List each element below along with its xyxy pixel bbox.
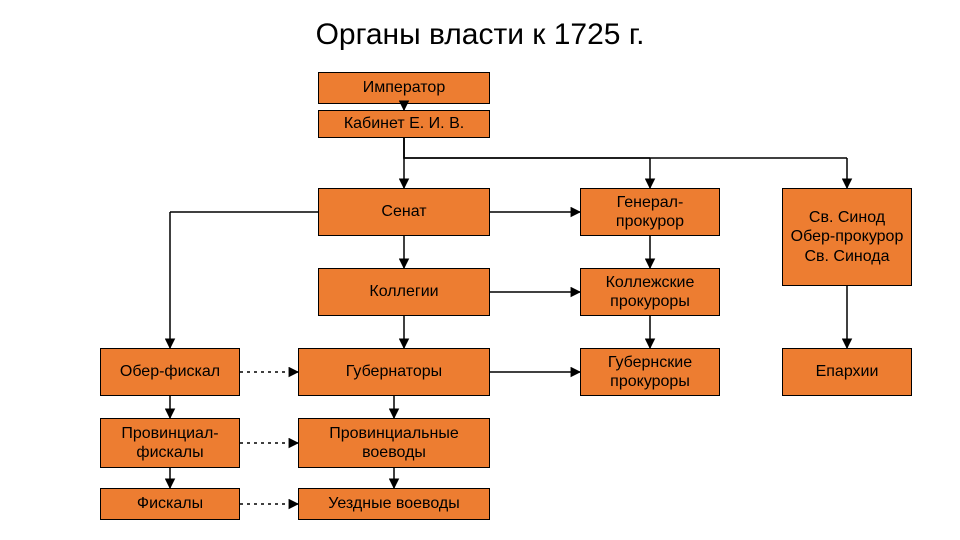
node-genprok: Генерал-прокурор bbox=[580, 188, 720, 236]
node-senat: Сенат bbox=[318, 188, 490, 236]
diagram-title: Органы власти к 1725 г. bbox=[0, 18, 960, 52]
node-sinod: Св. Синод Обер-прокурор Св. Синода bbox=[782, 188, 912, 286]
node-emperor: Император bbox=[318, 72, 490, 104]
node-fiskaly: Фискалы bbox=[100, 488, 240, 520]
node-oberfisk: Обер-фискал bbox=[100, 348, 240, 396]
node-provfisk: Провинциал-фискалы bbox=[100, 418, 240, 468]
node-cabinet: Кабинет Е. И. В. bbox=[318, 110, 490, 138]
node-gubprok: Губернские прокуроры bbox=[580, 348, 720, 396]
node-eparhii: Епархии bbox=[782, 348, 912, 396]
node-kollegii: Коллегии bbox=[318, 268, 490, 316]
node-provvoev: Провинциальные воеводы bbox=[298, 418, 490, 468]
node-kolprok: Коллежские прокуроры bbox=[580, 268, 720, 316]
node-gub: Губернаторы bbox=[298, 348, 490, 396]
node-uezd: Уездные воеводы bbox=[298, 488, 490, 520]
